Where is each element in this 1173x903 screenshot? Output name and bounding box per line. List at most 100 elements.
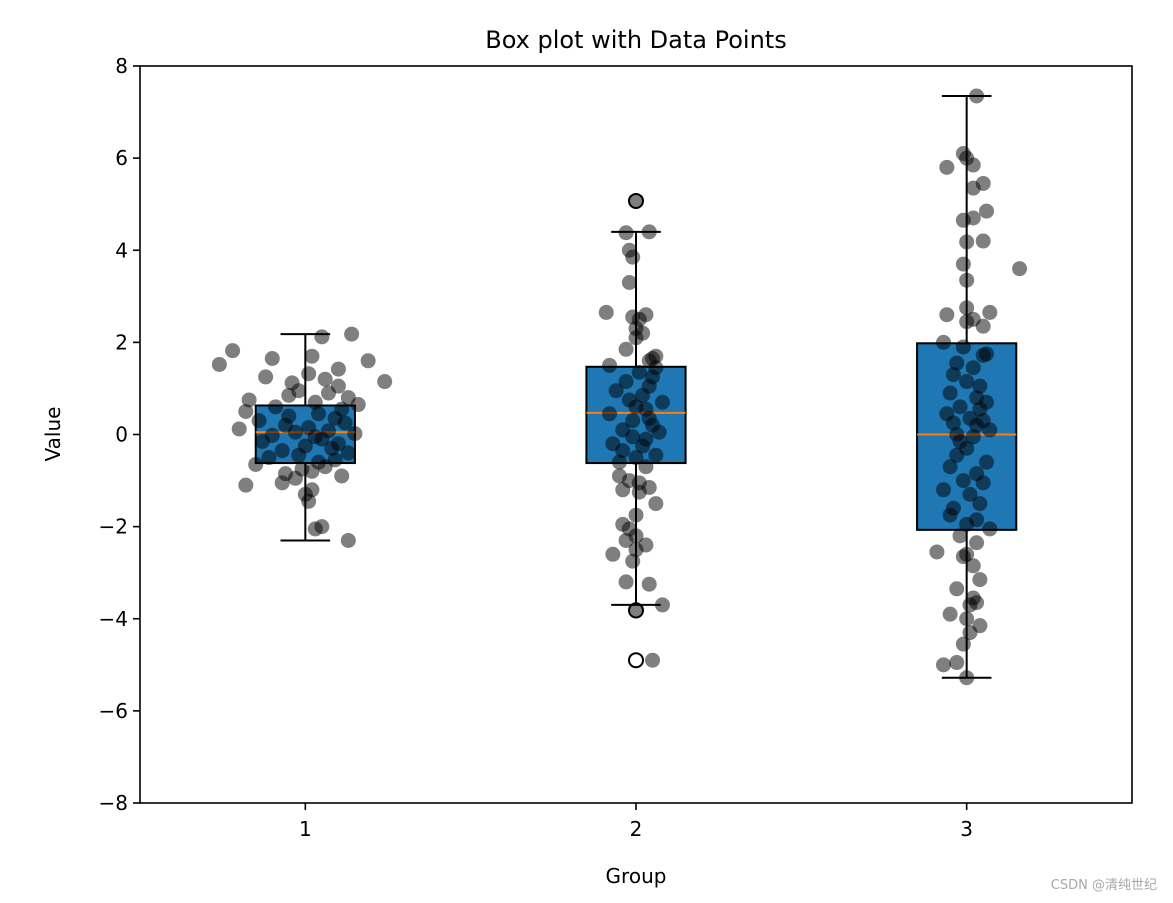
data-point [238, 477, 254, 493]
data-point [291, 447, 307, 463]
data-point [301, 493, 317, 509]
x-axis-label: Group [606, 864, 667, 888]
chart-title: Box plot with Data Points [485, 26, 786, 54]
data-point [936, 657, 952, 673]
data-point [965, 360, 981, 376]
data-point [320, 385, 336, 401]
data-point [615, 482, 631, 498]
data-point [317, 459, 333, 475]
data-point [340, 445, 356, 461]
data-point [628, 450, 644, 466]
data-point [949, 581, 965, 597]
x-tick-label: 3 [960, 817, 973, 841]
data-point [939, 307, 955, 323]
data-point [959, 670, 975, 686]
data-point [211, 356, 227, 372]
data-point [959, 272, 975, 288]
data-point [268, 399, 284, 415]
data-point [955, 339, 971, 355]
data-point [965, 180, 981, 196]
data-point [965, 157, 981, 173]
data-point [324, 440, 340, 456]
data-point [628, 193, 644, 209]
data-point [261, 450, 277, 466]
data-point [618, 532, 634, 548]
data-point [337, 415, 353, 431]
y-tick-label: 8 [115, 54, 128, 78]
data-point [638, 459, 654, 475]
data-point [959, 300, 975, 316]
data-point [975, 318, 991, 334]
data-point [936, 482, 952, 498]
data-point [942, 507, 958, 523]
data-point [287, 470, 303, 486]
outlier-marker [628, 652, 644, 669]
data-point [344, 326, 360, 342]
data-point [314, 329, 330, 345]
data-point [360, 353, 376, 369]
data-point [248, 456, 264, 472]
data-point [979, 203, 995, 219]
data-point [945, 415, 961, 431]
y-tick-label: −4 [99, 607, 128, 631]
points-group-2 [598, 193, 670, 668]
data-point [317, 371, 333, 387]
data-point [307, 521, 323, 537]
data-point [274, 475, 290, 491]
data-point [972, 496, 988, 512]
x-tick-label: 1 [299, 817, 312, 841]
y-axis-label: Value [41, 407, 65, 462]
data-point [972, 378, 988, 394]
data-point [972, 572, 988, 588]
data-point [304, 463, 320, 479]
data-point [238, 403, 254, 419]
data-point [347, 426, 363, 442]
data-point [618, 374, 634, 390]
data-point [939, 159, 955, 175]
data-point [254, 433, 270, 449]
data-point [942, 459, 958, 475]
data-point [982, 521, 998, 537]
data-point [979, 454, 995, 470]
data-point [955, 256, 971, 272]
data-point [304, 348, 320, 364]
data-point [628, 330, 644, 346]
data-point [654, 597, 670, 613]
data-point [287, 424, 303, 440]
data-point [602, 406, 618, 422]
data-point [969, 88, 985, 104]
data-point [645, 652, 661, 668]
data-point [955, 636, 971, 652]
y-tick-label: 0 [115, 423, 128, 447]
data-point [648, 496, 664, 512]
data-point [955, 549, 971, 565]
data-point [962, 486, 978, 502]
data-point [952, 528, 968, 544]
data-point [949, 355, 965, 371]
data-point [975, 233, 991, 249]
data-point [618, 225, 634, 241]
data-point [274, 443, 290, 459]
data-point [225, 343, 241, 359]
plot-area [211, 88, 1028, 686]
data-point [972, 401, 988, 417]
data-point [982, 422, 998, 438]
data-point [350, 397, 366, 413]
data-point [1012, 261, 1028, 277]
y-tick-label: 4 [115, 238, 128, 262]
data-point [969, 535, 985, 551]
data-point [959, 314, 975, 330]
data-point [330, 361, 346, 377]
data-point [635, 387, 651, 403]
data-point [628, 542, 644, 558]
y-tick-label: 2 [115, 330, 128, 354]
data-point [962, 597, 978, 613]
data-point [625, 249, 641, 265]
data-point [975, 475, 991, 491]
data-point [942, 606, 958, 622]
data-point [641, 576, 657, 592]
data-point [264, 350, 280, 366]
data-point [959, 611, 975, 627]
y-tick-label: 6 [115, 146, 128, 170]
data-point [936, 334, 952, 350]
